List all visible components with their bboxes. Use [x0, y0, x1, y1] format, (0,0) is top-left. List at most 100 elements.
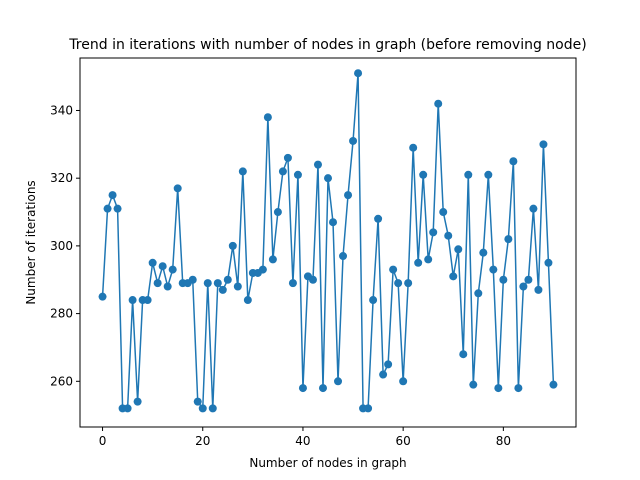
data-point — [419, 170, 428, 179]
data-point — [98, 292, 107, 301]
data-point — [414, 258, 423, 267]
data-point — [354, 69, 363, 78]
data-point — [298, 384, 307, 393]
data-point — [238, 167, 247, 176]
x-axis-label: Number of nodes in graph — [249, 456, 406, 470]
data-point — [384, 360, 393, 369]
data-point — [123, 404, 132, 413]
data-point — [489, 265, 498, 274]
data-point — [504, 235, 513, 244]
data-point — [434, 99, 443, 108]
data-point — [424, 255, 433, 264]
data-point — [318, 384, 327, 393]
data-point — [273, 208, 282, 217]
data-point — [499, 275, 508, 284]
y-tick-label: 300 — [50, 239, 73, 253]
y-tick-label: 280 — [50, 307, 73, 321]
data-point — [258, 265, 267, 274]
x-tick-label: 80 — [496, 434, 511, 448]
y-tick-label: 320 — [50, 171, 73, 185]
x-tick-label: 60 — [396, 434, 411, 448]
data-point — [228, 241, 237, 250]
data-point — [464, 170, 473, 179]
series-points — [98, 69, 558, 413]
y-tick-label: 340 — [50, 103, 73, 117]
data-point — [539, 140, 548, 149]
data-point — [349, 136, 358, 145]
data-point — [223, 275, 232, 284]
x-tick-label: 0 — [99, 434, 107, 448]
data-point — [439, 208, 448, 217]
data-point — [163, 282, 172, 291]
data-point — [213, 279, 222, 288]
data-point — [278, 167, 287, 176]
data-point — [133, 397, 142, 406]
data-point — [399, 377, 408, 386]
data-point — [534, 285, 543, 294]
data-point — [329, 218, 338, 227]
x-tick-label: 20 — [195, 434, 210, 448]
data-point — [449, 272, 458, 281]
data-point — [288, 279, 297, 288]
data-point — [313, 160, 322, 169]
data-point — [158, 262, 167, 271]
plot-area: 0 20 40 60 80 260 280 300 320 340 — [50, 57, 577, 448]
data-point — [394, 279, 403, 288]
data-point — [404, 279, 413, 288]
data-point — [268, 255, 277, 264]
data-point — [263, 113, 272, 122]
data-point — [454, 245, 463, 254]
data-point — [334, 377, 343, 386]
data-point — [218, 285, 227, 294]
data-point — [524, 275, 533, 284]
data-point — [308, 275, 317, 284]
data-point — [479, 248, 488, 257]
x-tick-label: 40 — [295, 434, 310, 448]
y-axis: 260 280 300 320 340 — [50, 103, 80, 388]
data-point — [188, 275, 197, 284]
data-point — [143, 296, 152, 305]
data-point — [494, 384, 503, 393]
data-point — [148, 258, 157, 267]
data-point — [324, 174, 332, 183]
data-point — [173, 184, 182, 193]
data-point — [168, 265, 177, 274]
data-point — [344, 191, 353, 200]
data-point — [429, 228, 438, 237]
data-point — [193, 397, 202, 406]
data-point — [484, 170, 493, 179]
data-point — [108, 191, 117, 200]
y-axis-label: Number of iterations — [24, 180, 38, 304]
data-point — [369, 296, 378, 305]
data-point — [549, 380, 558, 389]
data-point — [203, 279, 212, 288]
data-point — [514, 384, 523, 393]
data-point — [459, 350, 468, 359]
data-point — [379, 370, 388, 379]
data-point — [444, 231, 453, 240]
data-point — [469, 380, 478, 389]
data-point — [529, 204, 538, 213]
data-point — [474, 289, 483, 298]
data-point — [519, 282, 528, 291]
data-point — [233, 282, 242, 291]
chart-title: Trend in iterations with number of nodes… — [68, 37, 586, 53]
x-axis: 0 20 40 60 80 — [99, 427, 511, 448]
y-tick-label: 260 — [50, 374, 73, 388]
data-point — [283, 153, 292, 162]
data-point — [544, 258, 553, 267]
data-point — [103, 204, 112, 213]
data-point — [364, 404, 373, 413]
data-point — [389, 265, 398, 274]
data-point — [153, 279, 162, 288]
data-point — [198, 404, 207, 413]
data-point — [409, 143, 418, 152]
data-point — [243, 296, 252, 305]
data-point — [128, 296, 137, 305]
data-point — [374, 214, 383, 223]
data-point — [339, 252, 348, 261]
data-point — [293, 170, 302, 179]
plot-frame — [79, 57, 577, 428]
data-point — [113, 204, 122, 213]
